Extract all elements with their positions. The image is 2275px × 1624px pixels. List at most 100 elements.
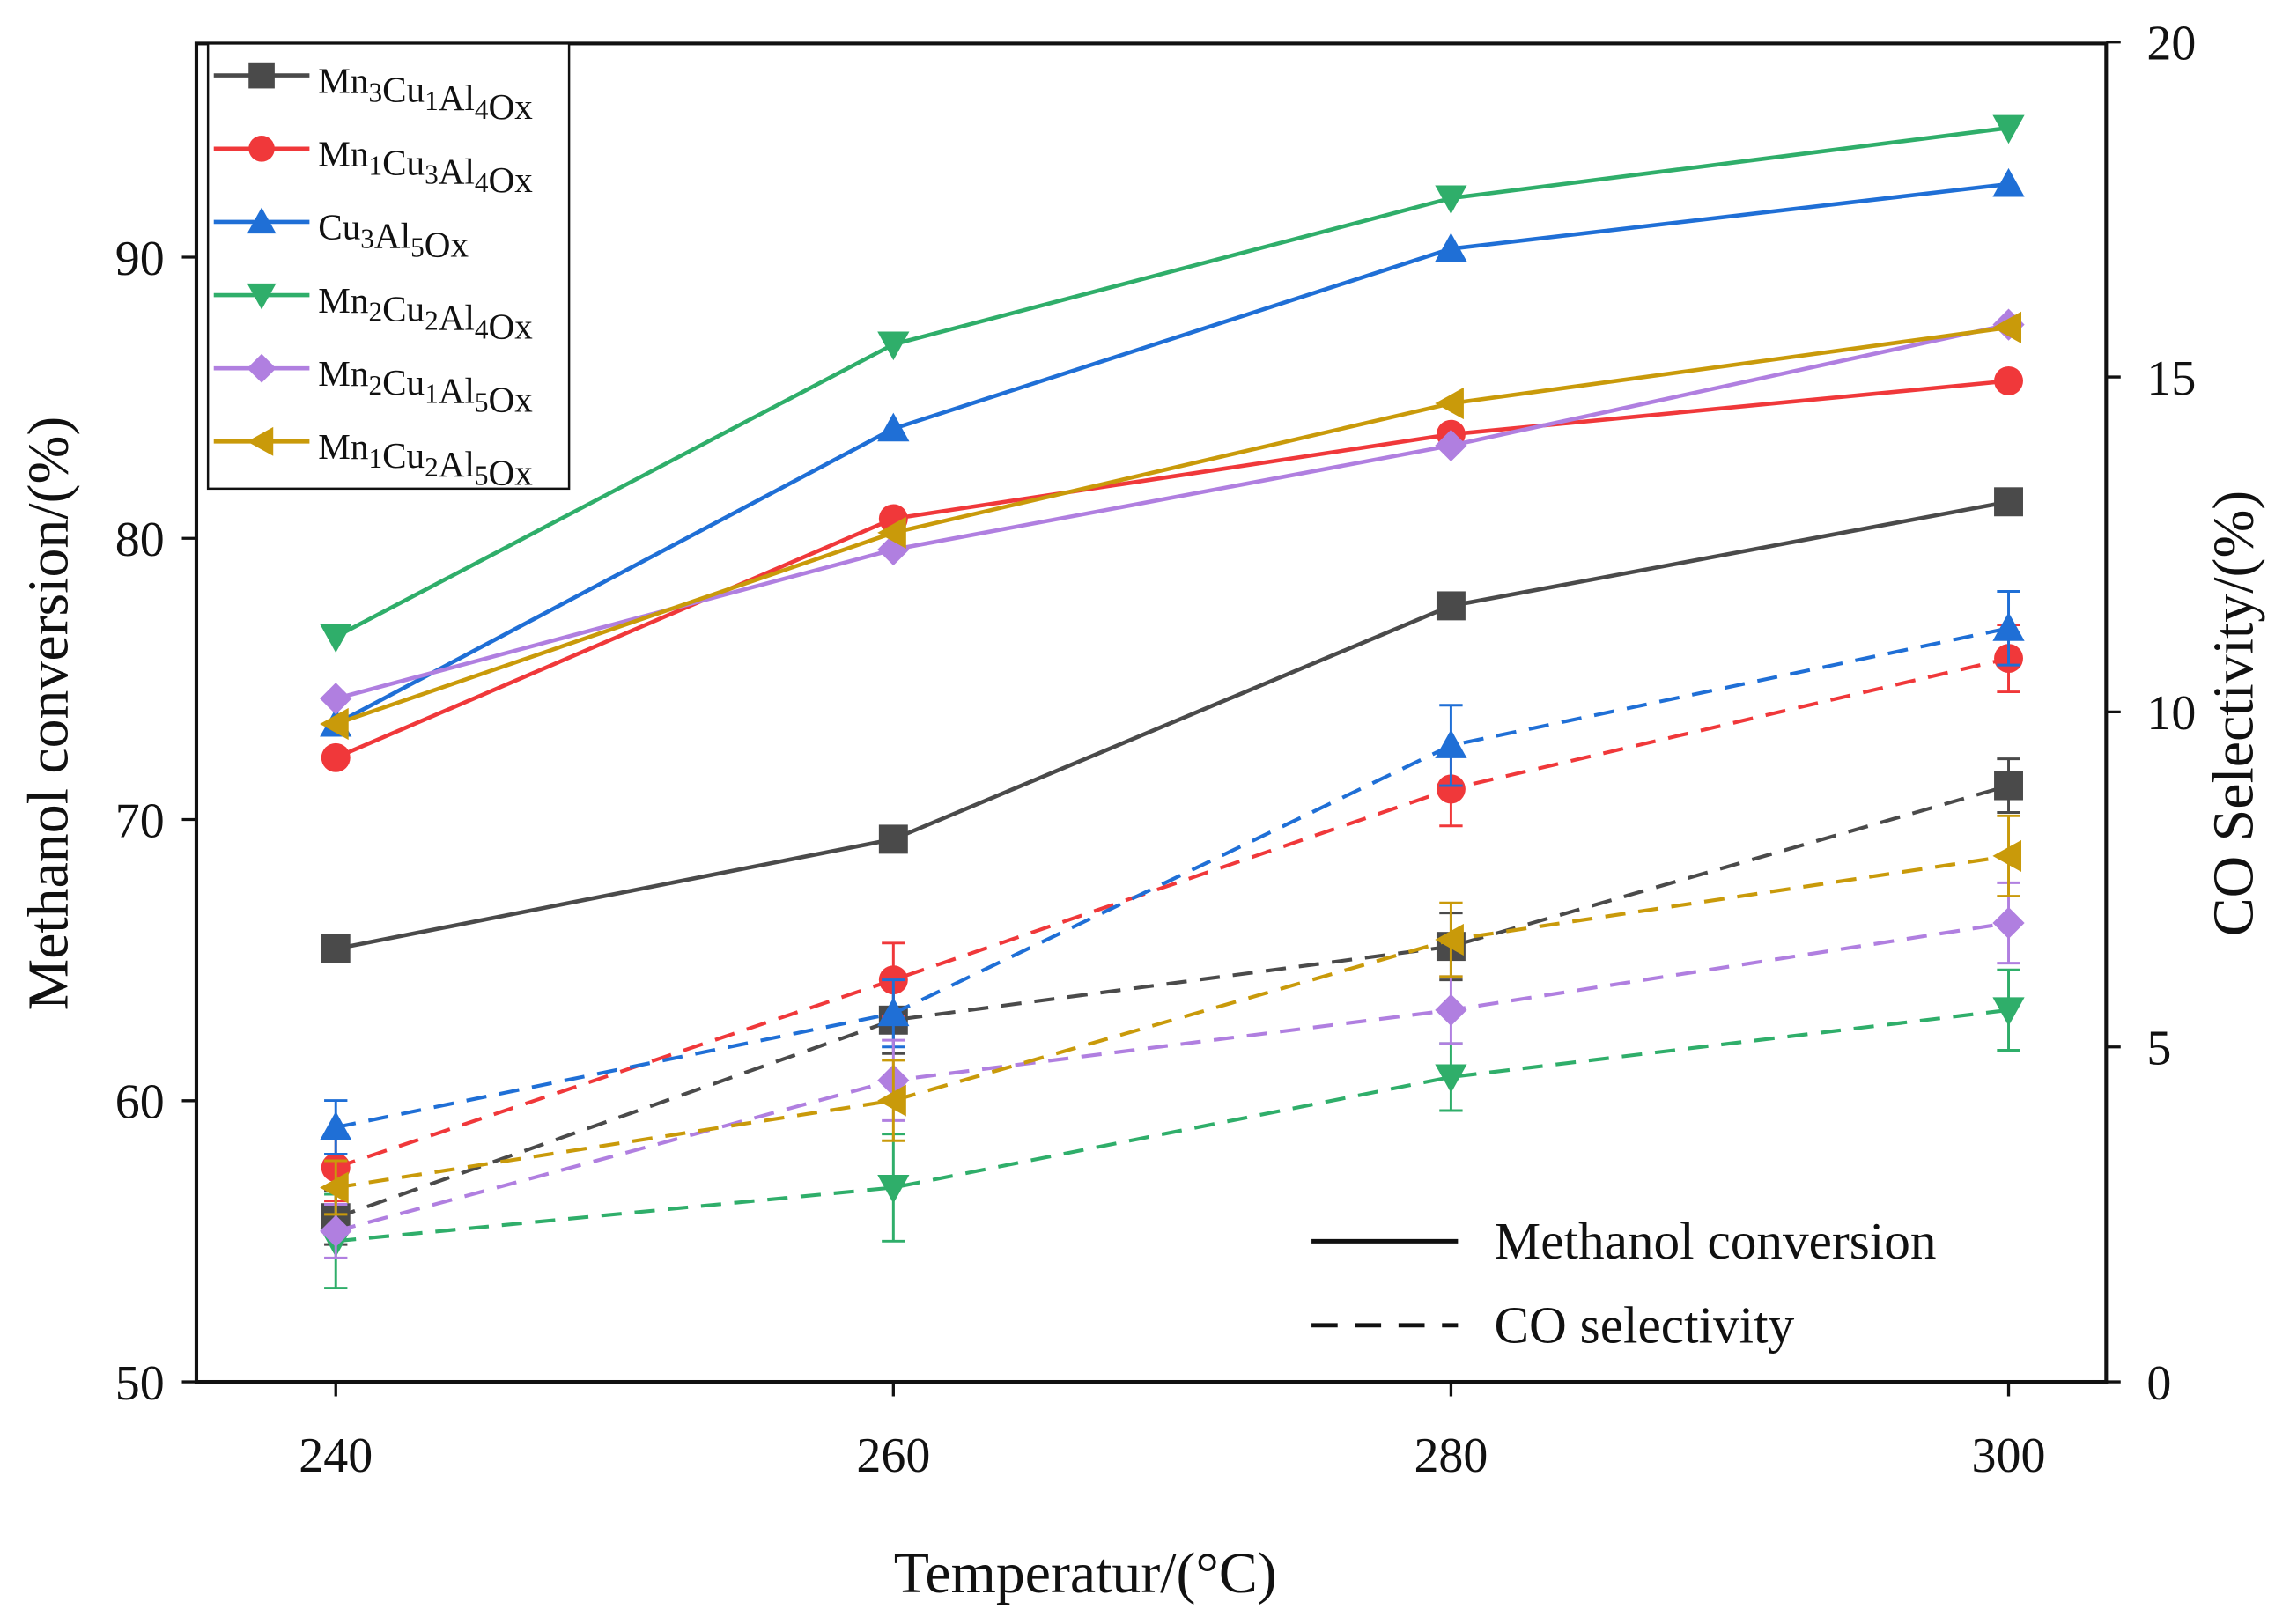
legend-box xyxy=(206,42,571,491)
legend-subscript: 5 xyxy=(410,232,425,262)
marker-triangle-left xyxy=(320,707,349,741)
marker-triangle-up xyxy=(877,412,910,442)
marker-square xyxy=(321,934,351,963)
marker-square xyxy=(1436,591,1466,621)
marker-diamond xyxy=(247,353,277,383)
series-Mn1Cu2Al5Ox xyxy=(320,311,2022,1216)
marker-triangle-left xyxy=(1435,387,1464,420)
legend-element: Mn xyxy=(318,280,368,321)
marker-triangle-left xyxy=(1992,839,2022,873)
legend-element: Ox xyxy=(425,224,469,264)
co-selectivity-line xyxy=(335,784,2010,1220)
legend-element: Al xyxy=(439,298,475,338)
x-tick-label: 260 xyxy=(856,1428,930,1483)
co-selectivity-line xyxy=(335,626,2009,1130)
legend-subscript: 3 xyxy=(360,224,374,255)
legend-subscript: 2 xyxy=(368,370,382,401)
style-legend-item: Methanol conversion xyxy=(1311,1212,1937,1270)
legend-subscript: 4 xyxy=(475,94,489,125)
marker-triangle-left xyxy=(1435,923,1464,956)
marker-triangle-up xyxy=(1992,612,2025,641)
y-tick-label: 60 xyxy=(115,1075,165,1130)
legend-element: Mn xyxy=(318,134,368,174)
legend-element: Al xyxy=(439,151,475,191)
legend-subscript: 4 xyxy=(475,167,489,198)
series-Mn2Cu1Al5Ox xyxy=(320,308,2025,1259)
y2-tick-label: 10 xyxy=(2146,686,2196,741)
y2-tick-label: 15 xyxy=(2146,351,2196,406)
marker-square xyxy=(878,824,908,854)
marker-triangle-up xyxy=(247,207,277,234)
marker-triangle-down xyxy=(877,331,910,361)
legend-subscript: 2 xyxy=(425,306,439,336)
legend-label: Cu3Al5Ox xyxy=(318,207,469,265)
y-tick-label: 70 xyxy=(115,794,165,848)
legend-label: Mn1Cu2Al5Ox xyxy=(318,426,533,493)
co-selectivity-line xyxy=(335,853,2009,1190)
legend-element: Cu xyxy=(318,207,360,247)
legend-element: Cu xyxy=(382,362,425,402)
legend-item: Cu3Al5Ox xyxy=(213,207,469,265)
x-tick-label: 240 xyxy=(299,1428,373,1483)
conversion-line xyxy=(335,325,2009,727)
legend-element: Ox xyxy=(489,306,534,346)
co-selectivity-line xyxy=(335,656,2009,1170)
conversion-line xyxy=(335,499,2009,951)
legend-item: Mn1Cu2Al5Ox xyxy=(213,426,533,493)
series-Mn1Cu3Al4Ox xyxy=(321,366,2023,1203)
legend-label: Mn3Cu1Al4Ox xyxy=(318,60,533,127)
legend-element: Ox xyxy=(489,86,534,127)
marker-diamond xyxy=(1435,993,1467,1026)
marker-triangle-up xyxy=(1435,233,1467,262)
legend-element: Al xyxy=(439,444,475,484)
legend-label: Mn2Cu2Al4Ox xyxy=(318,280,533,347)
marker-triangle-down xyxy=(320,624,352,653)
marker-triangle-down xyxy=(1435,185,1467,215)
marker-diamond xyxy=(1435,429,1467,462)
marker-square xyxy=(1994,487,2023,517)
marker-circle xyxy=(1994,366,2023,395)
legend-element: Ox xyxy=(489,380,534,420)
marker-square xyxy=(248,62,275,89)
marker-triangle-up xyxy=(1992,167,2025,197)
conversion-line xyxy=(335,125,2009,639)
y-tick-label: 80 xyxy=(115,513,165,567)
legend-subscript: 4 xyxy=(475,314,489,344)
co-selectivity-line xyxy=(336,1008,2009,1244)
marker-triangle-down xyxy=(1992,114,2025,144)
style-legend-item: CO selectivity xyxy=(1311,1296,1795,1355)
y-tick-label: 50 xyxy=(115,1356,165,1411)
marker-triangle-up xyxy=(877,997,910,1027)
conversion-line xyxy=(335,379,2009,760)
legend-element: Mn xyxy=(318,426,368,467)
style-legend-label: Methanol conversion xyxy=(1495,1212,1937,1270)
conversion-line xyxy=(335,181,2009,727)
legend-element: Cu xyxy=(382,142,425,182)
y-tick-label: 90 xyxy=(115,232,165,286)
y2-tick-label: 0 xyxy=(2146,1356,2171,1411)
marker-square xyxy=(1994,771,2023,801)
marker-triangle-left xyxy=(877,516,906,550)
legend-label: Mn1Cu3Al4Ox xyxy=(318,134,533,201)
legend-subscript: 3 xyxy=(425,159,439,189)
y-axis-label: Methanol conversion/(%) xyxy=(16,417,80,1011)
marker-diamond xyxy=(1992,906,2025,940)
marker-circle xyxy=(321,742,351,772)
legend-element: Mn xyxy=(318,60,368,100)
legend-subscript: 1 xyxy=(425,85,439,116)
legend-subscript: 1 xyxy=(368,150,382,181)
y2-tick-label: 20 xyxy=(2146,17,2196,71)
marker-triangle-up xyxy=(1435,729,1467,758)
legend-label: Mn2Cu1Al5Ox xyxy=(318,353,533,420)
legend-item: Mn2Cu2Al4Ox xyxy=(213,280,533,347)
style-legend: Methanol conversion CO selectivity xyxy=(1311,1212,1937,1355)
marker-triangle-down xyxy=(1992,997,2025,1026)
legend-item: Mn1Cu3Al4Ox xyxy=(213,134,533,201)
marker-triangle-down xyxy=(877,1174,910,1204)
legend: Mn3Cu1Al4OxMn1Cu3Al4OxCu3Al5OxMn2Cu2Al4O… xyxy=(206,42,571,493)
legend-subscript: 1 xyxy=(368,443,382,474)
y2-tick-label: 5 xyxy=(2146,1021,2171,1075)
marker-triangle-left xyxy=(320,1171,349,1204)
